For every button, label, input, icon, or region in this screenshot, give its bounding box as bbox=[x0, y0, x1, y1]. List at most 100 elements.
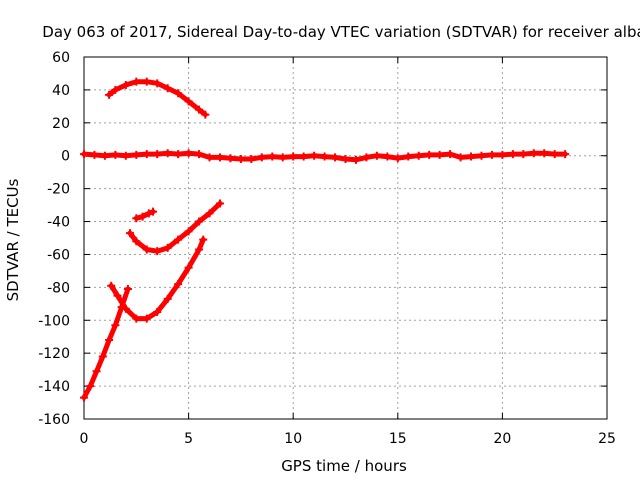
data-point bbox=[126, 229, 135, 238]
series-short-segment bbox=[132, 207, 158, 223]
x-tick-label: 10 bbox=[284, 431, 302, 447]
y-tick-label: -60 bbox=[47, 247, 70, 263]
data-point bbox=[132, 214, 141, 223]
data-point bbox=[195, 150, 204, 159]
data-point bbox=[80, 393, 88, 402]
y-tick-label: -120 bbox=[38, 346, 70, 362]
series-line bbox=[81, 286, 131, 401]
data-point bbox=[153, 308, 162, 317]
data-point bbox=[121, 151, 130, 160]
data-point bbox=[540, 149, 549, 158]
data-point bbox=[278, 153, 287, 162]
data-point bbox=[362, 153, 371, 162]
data-point bbox=[184, 227, 193, 236]
data-point bbox=[98, 352, 107, 361]
data-point bbox=[142, 150, 151, 159]
series-steep-rise bbox=[80, 285, 132, 402]
data-point bbox=[205, 153, 214, 162]
data-point bbox=[144, 209, 153, 218]
data-point bbox=[561, 150, 570, 159]
data-point bbox=[105, 90, 114, 99]
data-point bbox=[111, 85, 120, 94]
y-tick-label: -100 bbox=[38, 313, 70, 329]
data-point bbox=[123, 285, 132, 294]
data-point bbox=[163, 149, 172, 158]
series-arc-top bbox=[105, 77, 210, 119]
y-tick-label: 40 bbox=[52, 83, 70, 99]
data-point bbox=[383, 152, 392, 161]
data-point bbox=[142, 314, 151, 323]
data-point bbox=[404, 152, 413, 161]
data-point bbox=[174, 89, 183, 98]
data-point bbox=[163, 243, 172, 252]
data-point bbox=[111, 150, 120, 159]
data-point bbox=[205, 209, 214, 218]
data-point bbox=[508, 150, 517, 159]
data-point bbox=[195, 245, 204, 254]
y-tick-label: -80 bbox=[47, 280, 70, 296]
y-tick-label: 0 bbox=[61, 149, 70, 165]
data-point bbox=[425, 150, 434, 159]
data-point bbox=[199, 235, 208, 244]
data-point bbox=[153, 79, 162, 88]
data-point bbox=[100, 151, 109, 160]
data-point bbox=[184, 263, 193, 272]
data-point bbox=[184, 97, 193, 106]
data-point bbox=[111, 321, 120, 330]
data-point bbox=[320, 152, 329, 161]
data-point bbox=[195, 217, 204, 226]
data-point bbox=[310, 151, 319, 160]
data-point bbox=[174, 235, 183, 244]
data-point bbox=[498, 150, 507, 159]
data-point bbox=[132, 77, 141, 86]
y-tick-label: -20 bbox=[47, 182, 70, 198]
data-point bbox=[372, 151, 381, 160]
data-point bbox=[351, 155, 360, 164]
y-tick-label: -40 bbox=[47, 215, 70, 231]
x-tick-label: 15 bbox=[389, 431, 407, 447]
series-valley-upper bbox=[126, 199, 224, 256]
data-point bbox=[149, 207, 158, 216]
ticks: 0 5 10 15 20 25 -160 -140 -120 -100 -80 -60 -40 -20 0 2… bbox=[38, 50, 616, 447]
data-point bbox=[153, 150, 162, 159]
data-point bbox=[117, 303, 126, 312]
y-tick-label: 20 bbox=[52, 116, 70, 132]
x-tick-label: 20 bbox=[493, 431, 511, 447]
data-point bbox=[132, 237, 141, 246]
data-point bbox=[257, 153, 266, 162]
x-tick-label: 0 bbox=[80, 431, 89, 447]
data-point bbox=[215, 199, 224, 208]
data-point bbox=[121, 80, 130, 89]
data-point bbox=[142, 245, 151, 254]
data-point bbox=[331, 153, 340, 162]
data-point bbox=[86, 382, 95, 391]
data-point bbox=[268, 152, 277, 161]
data-point bbox=[90, 150, 99, 159]
data-point bbox=[477, 151, 486, 160]
chart-title: Day 063 of 2017, Sidereal Day-to-day VTE… bbox=[42, 23, 640, 41]
y-tick-label: 60 bbox=[52, 50, 70, 66]
data-point bbox=[226, 154, 235, 163]
data-point bbox=[195, 105, 204, 114]
data-point bbox=[132, 314, 141, 323]
series-line bbox=[127, 200, 223, 254]
data-point bbox=[435, 150, 444, 159]
data-point bbox=[107, 281, 116, 290]
data-point bbox=[550, 150, 559, 159]
data-point bbox=[113, 291, 122, 300]
x-tick-label: 5 bbox=[184, 431, 193, 447]
data-point bbox=[446, 150, 455, 159]
data-point bbox=[163, 294, 172, 303]
series-layer bbox=[80, 77, 570, 402]
plot-frame bbox=[83, 56, 608, 420]
data-point bbox=[184, 149, 193, 158]
data-point bbox=[456, 153, 465, 162]
data-point bbox=[487, 150, 496, 159]
series-near-zero bbox=[80, 149, 570, 164]
data-point bbox=[247, 155, 256, 164]
data-point bbox=[529, 149, 538, 158]
data-point bbox=[236, 155, 245, 164]
data-point bbox=[174, 280, 183, 289]
data-point bbox=[132, 150, 141, 159]
